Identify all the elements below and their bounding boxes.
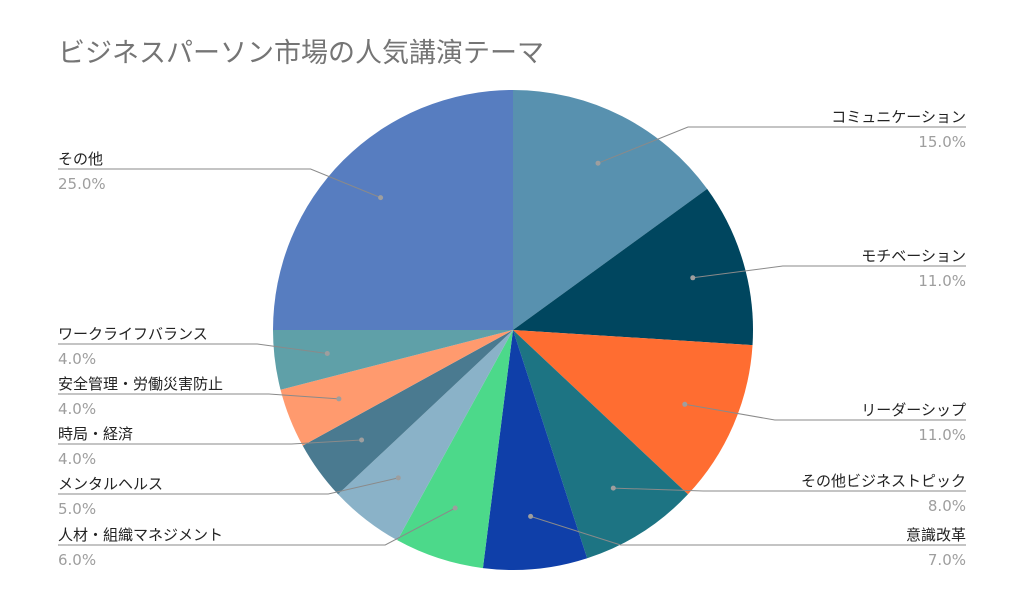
slice-percent: 8.0% <box>928 497 966 515</box>
pie-slice <box>280 330 513 446</box>
slice-percent: 25.0% <box>58 175 106 193</box>
pie-slice <box>338 330 513 541</box>
pie-slice <box>273 330 513 390</box>
leader-line <box>58 168 381 199</box>
slice-label: 時局・経済 <box>58 425 133 443</box>
slice-percent: 15.0% <box>918 133 966 151</box>
slice-percent: 7.0% <box>928 551 966 569</box>
slice-label: リーダーシップ <box>861 401 966 419</box>
leader-line <box>58 477 399 495</box>
slice-percent: 11.0% <box>918 272 966 290</box>
leader-dot <box>528 513 534 519</box>
slice-label: その他 <box>58 150 103 168</box>
leader-dot <box>610 485 616 491</box>
slice-label: 安全管理・労働災害防止 <box>58 375 223 393</box>
slice-label: その他ビジネストピック <box>801 472 966 490</box>
pie-slice <box>302 330 513 495</box>
leader-line <box>684 403 966 421</box>
leader-dot <box>359 437 365 443</box>
slice-label: ワークライフバランス <box>58 325 208 343</box>
pie-slice <box>513 330 753 495</box>
slice-percent: 5.0% <box>58 500 96 518</box>
pie-slices <box>273 90 754 571</box>
leader-dot <box>682 401 688 407</box>
leader-line <box>613 487 966 492</box>
slice-label: 人材・組織マネジメント <box>58 526 223 544</box>
slice-percent: 4.0% <box>58 350 96 368</box>
leader-line <box>692 265 966 279</box>
pie-slice <box>513 188 754 346</box>
leader-line <box>58 393 339 400</box>
pie-slice <box>273 90 513 330</box>
leader-line <box>58 507 456 546</box>
slice-label: 意識改革 <box>906 526 966 544</box>
leader-dot <box>378 195 384 201</box>
chart-title: ビジネスパーソン市場の人気講演テーマ <box>58 38 544 69</box>
leader-dot <box>595 160 601 166</box>
leader-dot <box>395 475 401 481</box>
leader-line <box>530 515 966 546</box>
leader-dot <box>690 275 696 281</box>
slice-label: メンタルヘルス <box>58 475 163 493</box>
pie-slice <box>397 330 513 569</box>
leader-line <box>597 126 966 164</box>
slice-percent: 4.0% <box>58 400 96 418</box>
slice-label: モチベーション <box>861 247 966 265</box>
pie-slice <box>482 330 588 571</box>
slice-labels: コミュニケーション 15.0% モチベーション 11.0% リーダーシップ 11.0% その… <box>58 108 966 569</box>
slice-label: コミュニケーション <box>831 108 966 126</box>
leader-dot <box>336 396 342 402</box>
leader-dot <box>324 351 330 356</box>
pie-slice <box>513 330 688 559</box>
slice-percent: 11.0% <box>918 426 966 444</box>
pie-slice <box>513 90 708 330</box>
leader-line <box>58 343 328 354</box>
leader-lines <box>58 126 966 546</box>
leader-line <box>58 439 362 445</box>
slice-percent: 6.0% <box>58 551 96 569</box>
leader-dot <box>452 505 458 511</box>
slice-percent: 4.0% <box>58 450 96 468</box>
